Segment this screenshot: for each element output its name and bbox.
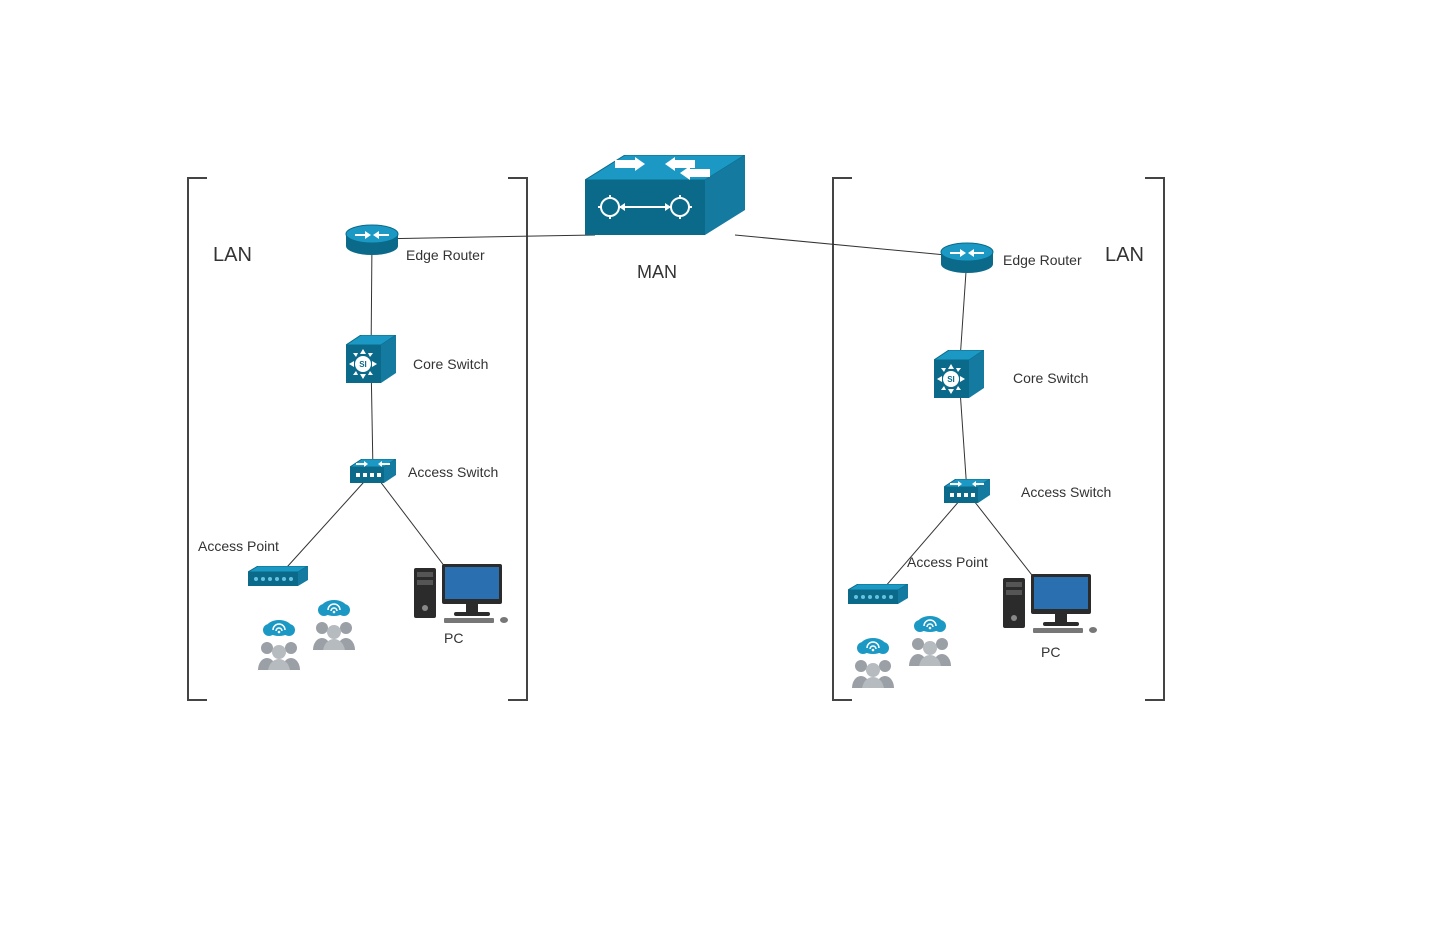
access-point-right-icon: [848, 584, 908, 606]
diagram-canvas: SI: [0, 0, 1452, 944]
access-switch-left-icon: [350, 459, 396, 485]
wireless-users-left-1-icon: [255, 618, 303, 670]
lan-right-open-bracket: [832, 177, 852, 701]
lan-left-label: LAN: [213, 244, 252, 267]
wireless-users-right-2-icon: [906, 614, 954, 666]
pc-right-icon: [1003, 570, 1103, 634]
access-point-left-icon: [248, 566, 308, 588]
wireless-users-right-1-icon: [849, 636, 897, 688]
wireless-users-left-2-icon: [310, 598, 358, 650]
access-point-left-label: Access Point: [198, 538, 279, 554]
man-switch-icon: [585, 155, 745, 245]
edges-layer: [0, 0, 1452, 944]
man-label: MAN: [637, 262, 677, 283]
pc-right-label: PC: [1041, 644, 1060, 660]
edge-router-right-icon: [940, 240, 994, 274]
edge-router-left-icon: [345, 222, 399, 256]
core-switch-left-icon: [346, 335, 396, 385]
lan-right-label: LAN: [1105, 244, 1144, 267]
edge-router-left-label: Edge Router: [406, 247, 485, 263]
lan-left-open-bracket: [187, 177, 207, 701]
edge-router-right-label: Edge Router: [1003, 252, 1082, 268]
access-switch-left-label: Access Switch: [408, 464, 498, 480]
core-switch-right-icon: [934, 350, 984, 400]
lan-right-close-bracket: [1145, 177, 1165, 701]
access-switch-right-icon: [944, 479, 990, 505]
core-switch-right-label: Core Switch: [1013, 370, 1088, 386]
access-point-right-label: Access Point: [907, 554, 988, 570]
core-switch-left-label: Core Switch: [413, 356, 488, 372]
pc-left-icon: [414, 560, 514, 624]
pc-left-label: PC: [444, 630, 463, 646]
access-switch-right-label: Access Switch: [1021, 484, 1111, 500]
